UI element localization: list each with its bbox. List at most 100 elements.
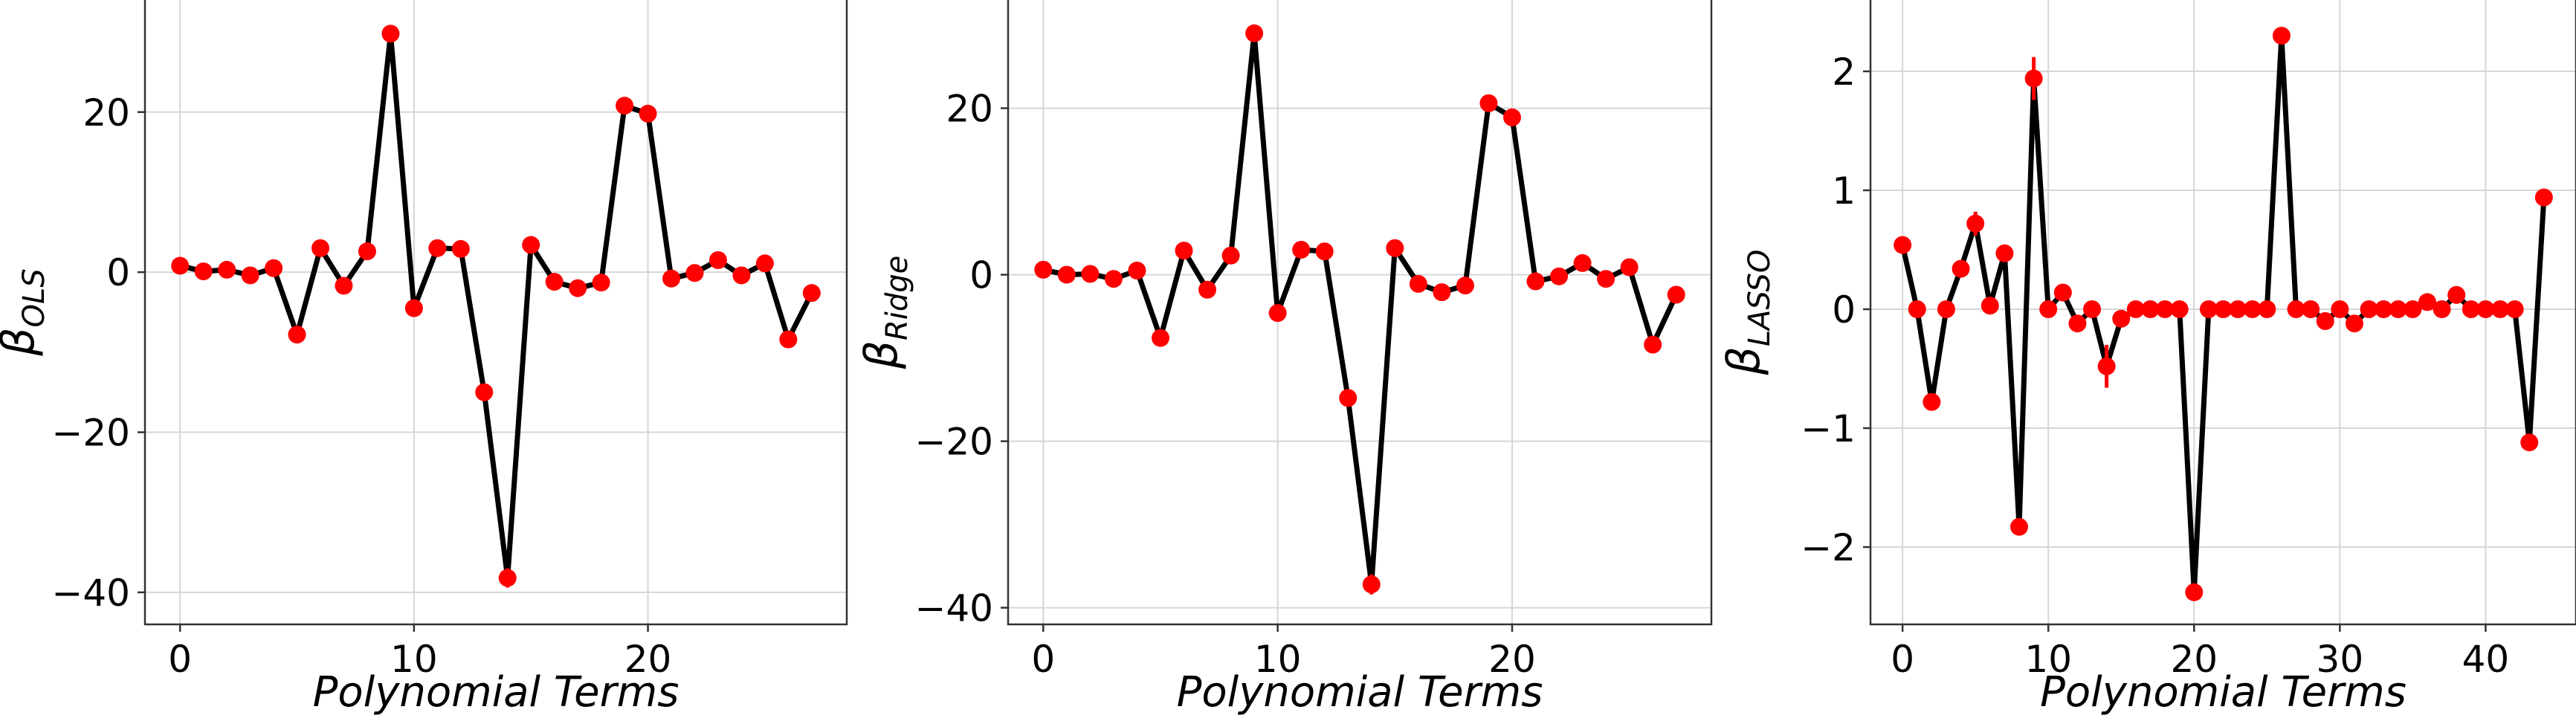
- data-point: [1908, 300, 1926, 318]
- data-point: [475, 383, 494, 401]
- data-point: [2389, 300, 2407, 318]
- data-point: [2375, 300, 2393, 318]
- data-point: [1034, 260, 1053, 279]
- data-point: [2520, 433, 2539, 452]
- data-point: [2243, 300, 2262, 318]
- data-point: [1245, 24, 1264, 42]
- x-tick-label: 30: [2317, 638, 2364, 681]
- y-axis-label-subscript: OLS: [17, 268, 51, 327]
- data-point: [2156, 300, 2175, 318]
- data-point: [2170, 300, 2189, 318]
- data-point: [1268, 304, 1287, 323]
- data-point: [2053, 283, 2072, 302]
- data-point: [2024, 69, 2043, 88]
- x-axis-label: Polynomial Terms: [2040, 668, 2406, 717]
- data-point: [2097, 357, 2116, 375]
- data-point: [1151, 329, 1169, 347]
- x-tick-label: 10: [2024, 638, 2072, 681]
- data-point: [662, 269, 680, 288]
- y-axis-label: βOLS: [0, 268, 51, 356]
- y-axis-label: βRidge: [856, 256, 914, 370]
- data-point: [2010, 517, 2028, 536]
- data-point: [2287, 300, 2305, 318]
- data-point: [1479, 94, 1498, 112]
- data-point: [1952, 259, 1970, 278]
- data-point: [1175, 242, 1193, 260]
- data-point: [1409, 274, 1427, 293]
- data-point: [1339, 389, 1358, 407]
- y-tick-label: −2: [1801, 526, 1856, 569]
- x-tick-label: 20: [1488, 638, 1536, 681]
- y-axis-label-symbol: β: [1718, 346, 1770, 375]
- data-point: [2331, 300, 2349, 318]
- data-point: [1221, 246, 1240, 265]
- data-point: [732, 266, 751, 285]
- data-point: [1995, 244, 2014, 262]
- data-point: [1386, 239, 1404, 257]
- data-point: [1198, 280, 1217, 299]
- data-point: [1667, 285, 1685, 304]
- x-tick-label: 10: [1254, 638, 1302, 681]
- y-tick-label: 0: [1832, 288, 1856, 332]
- data-point: [2083, 300, 2102, 318]
- data-point: [1292, 241, 1311, 259]
- y-axis-label-subscript: Ridge: [880, 256, 914, 340]
- y-tick-label: 20: [83, 91, 130, 135]
- data-point: [802, 284, 821, 303]
- y-tick-label: −20: [51, 412, 130, 455]
- data-point: [2418, 293, 2437, 311]
- data-point: [639, 104, 657, 123]
- data-point: [1104, 270, 1123, 288]
- data-point: [288, 326, 306, 344]
- data-point: [1502, 108, 1521, 126]
- data-point: [2447, 285, 2466, 304]
- y-tick-label: 1: [1832, 169, 1856, 213]
- data-point: [1057, 265, 1076, 284]
- data-point: [2316, 312, 2334, 330]
- y-tick-label: −40: [914, 587, 993, 630]
- data-point: [779, 330, 798, 349]
- y-axis-label-symbol: β: [0, 327, 45, 356]
- y-tick-label: −1: [1801, 407, 1856, 450]
- data-point: [1981, 297, 1999, 315]
- axes-frame: [1007, 0, 1713, 626]
- data-point: [2068, 314, 2087, 333]
- series-line: [179, 30, 814, 581]
- x-tick-label: 40: [2462, 638, 2510, 681]
- x-tick-label: 20: [2170, 638, 2218, 681]
- data-point: [381, 25, 400, 43]
- x-axis-label: Polynomial Terms: [313, 668, 679, 717]
- y-tick-label: 2: [1832, 51, 1856, 94]
- data-point: [1597, 270, 1615, 288]
- data-point: [2141, 300, 2160, 318]
- chart-panel-3: 0 10 20 30 40 −2 −1 0 1 2 Polynomial Terms βLASSO: [1718, 0, 2576, 717]
- y-tick-label: −40: [51, 572, 130, 615]
- data-point: [685, 264, 704, 282]
- data-point: [2258, 300, 2276, 318]
- y-tick-label: 20: [946, 88, 993, 131]
- data-point: [545, 273, 564, 291]
- data-point: [1526, 272, 1545, 291]
- data-point: [1315, 242, 1334, 261]
- data-point: [171, 256, 190, 275]
- data-point: [241, 266, 259, 285]
- data-point: [218, 260, 236, 279]
- y-tick-label: 0: [106, 251, 130, 294]
- data-point: [1128, 262, 1146, 279]
- data-point: [1966, 214, 1985, 233]
- y-tick-label: 0: [969, 254, 993, 297]
- data-point: [498, 569, 517, 587]
- data-point: [2272, 27, 2291, 45]
- data-point: [194, 262, 213, 281]
- x-tick-label: 0: [1891, 638, 1914, 681]
- data-point: [1456, 277, 1474, 295]
- data-point: [1081, 265, 1100, 283]
- data-point: [358, 242, 376, 261]
- data-point: [755, 254, 774, 273]
- data-point: [2302, 300, 2320, 318]
- data-point: [2476, 300, 2495, 318]
